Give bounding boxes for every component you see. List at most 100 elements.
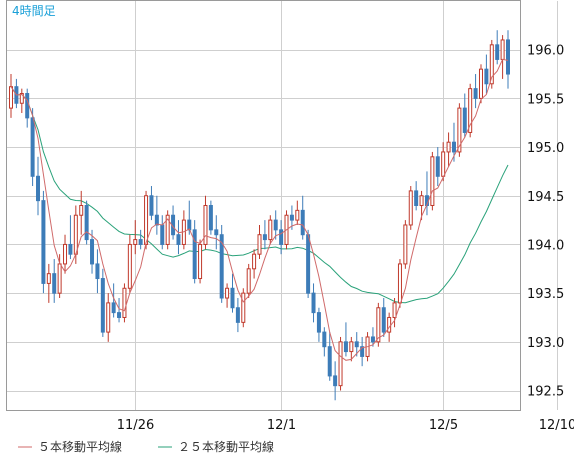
candle-body-down bbox=[214, 229, 219, 236]
ma5-line-group bbox=[10, 58, 509, 361]
y-tick-label: 195.0 bbox=[527, 141, 564, 156]
candle-body-down bbox=[41, 200, 46, 284]
candle-body-up bbox=[225, 287, 230, 299]
candle-body-up bbox=[79, 205, 84, 216]
grid bbox=[7, 1, 558, 410]
candle-body-down bbox=[316, 312, 321, 333]
candle-body-up bbox=[349, 341, 354, 353]
candle-body-up bbox=[246, 268, 251, 294]
candle-body-down bbox=[95, 263, 100, 280]
candle-body-up bbox=[198, 243, 203, 280]
candle-body-down bbox=[414, 190, 419, 206]
candle-body-down bbox=[473, 88, 478, 99]
legend: ５本移動平均線 ２５本移動平均線 bbox=[18, 439, 274, 454]
candle-body-up bbox=[46, 273, 51, 284]
legend-label: ５本移動平均線 bbox=[38, 439, 122, 454]
candle-body-down bbox=[484, 68, 489, 85]
x-tick-label: 12/5 bbox=[429, 418, 458, 433]
candle-body-down bbox=[154, 214, 159, 226]
candle-body-down bbox=[354, 341, 359, 348]
candle-body-down bbox=[68, 243, 73, 255]
candle-body-up bbox=[63, 243, 68, 265]
candle-body-up bbox=[457, 107, 462, 153]
candle-body-up bbox=[165, 214, 170, 245]
x-tick-label: 12/10 bbox=[539, 418, 574, 433]
candle-body-down bbox=[117, 312, 122, 318]
candle-body-up bbox=[127, 243, 132, 289]
candle-body-down bbox=[219, 234, 224, 299]
candle-body-up bbox=[397, 263, 402, 304]
candle-body-up bbox=[203, 205, 208, 245]
candle-body-down bbox=[279, 229, 284, 245]
candle-body-up bbox=[57, 263, 62, 294]
candle-body-down bbox=[100, 278, 105, 333]
y-tick-label: 193.5 bbox=[527, 287, 564, 302]
x-tick-label: 11/26 bbox=[117, 418, 154, 433]
candle-body-up bbox=[419, 195, 424, 206]
candle-body-down bbox=[381, 307, 386, 333]
candle-body-up bbox=[489, 44, 494, 85]
candle-body-down bbox=[25, 93, 30, 119]
candle-body-down bbox=[300, 209, 305, 236]
candle-body-up bbox=[478, 68, 483, 99]
candle-body-down bbox=[111, 302, 116, 314]
candle-body-up bbox=[295, 209, 300, 221]
candle-body-down bbox=[36, 175, 41, 202]
candle-body-up bbox=[408, 190, 413, 226]
candle-body-down bbox=[360, 346, 365, 357]
x-axis-ticks: 11/26 12/1 12/5 12/10 bbox=[117, 418, 574, 433]
candle-body-down bbox=[451, 141, 456, 153]
candle-body-down bbox=[306, 234, 311, 294]
candle-body-down bbox=[84, 205, 89, 241]
candle-body-up bbox=[268, 219, 273, 241]
plot-frame bbox=[6, 0, 521, 411]
candle-body-up bbox=[73, 214, 78, 255]
candle-body-up bbox=[338, 341, 343, 387]
period-label: 4時間足 bbox=[12, 4, 56, 18]
candle-body-down bbox=[462, 107, 467, 133]
candle-body-up bbox=[468, 88, 473, 133]
candle-body-up bbox=[257, 234, 262, 255]
candle-body-down bbox=[262, 234, 267, 241]
candle-body-down bbox=[435, 156, 440, 177]
candle-body-down bbox=[90, 239, 95, 265]
y-tick-label: 192.5 bbox=[527, 385, 564, 400]
candle-body-up bbox=[19, 93, 24, 104]
candle-body-down bbox=[160, 224, 165, 245]
candle-body-up bbox=[392, 302, 397, 318]
candle-body-down bbox=[327, 346, 332, 377]
candle-body-up bbox=[446, 141, 451, 153]
candle-body-up bbox=[9, 86, 13, 109]
candle-body-down bbox=[176, 234, 181, 245]
y-tick-label: 194.5 bbox=[527, 190, 564, 205]
candle-body-up bbox=[430, 156, 435, 206]
candle-body-up bbox=[387, 316, 392, 333]
candle-body-down bbox=[192, 229, 197, 280]
candles bbox=[9, 30, 510, 401]
y-tick-label: 195.5 bbox=[527, 92, 564, 107]
candle-body-down bbox=[30, 117, 35, 177]
candle-body-up bbox=[441, 151, 446, 177]
candle-body-down bbox=[235, 307, 240, 323]
candle-body-up bbox=[241, 292, 246, 323]
candle-body-down bbox=[52, 273, 57, 294]
candle-body-down bbox=[322, 331, 327, 348]
candle-body-up bbox=[106, 302, 111, 333]
y-tick-label: 194.0 bbox=[527, 238, 564, 253]
candle-body-down bbox=[208, 205, 213, 231]
candle-body-up bbox=[252, 253, 257, 270]
y-tick-label: 196.0 bbox=[527, 44, 564, 59]
candle-body-down bbox=[495, 44, 500, 60]
candle-body-up bbox=[122, 287, 127, 318]
candle-body-down bbox=[138, 239, 143, 245]
candle-body-up bbox=[403, 224, 408, 265]
candle-body-down bbox=[506, 39, 510, 75]
candle-body-down bbox=[333, 375, 338, 387]
candle-body-up bbox=[500, 39, 505, 60]
candle-body-down bbox=[149, 195, 154, 216]
x-tick-label: 12/1 bbox=[267, 418, 296, 433]
candle-body-up bbox=[144, 195, 149, 245]
candle-body-down bbox=[370, 336, 375, 343]
